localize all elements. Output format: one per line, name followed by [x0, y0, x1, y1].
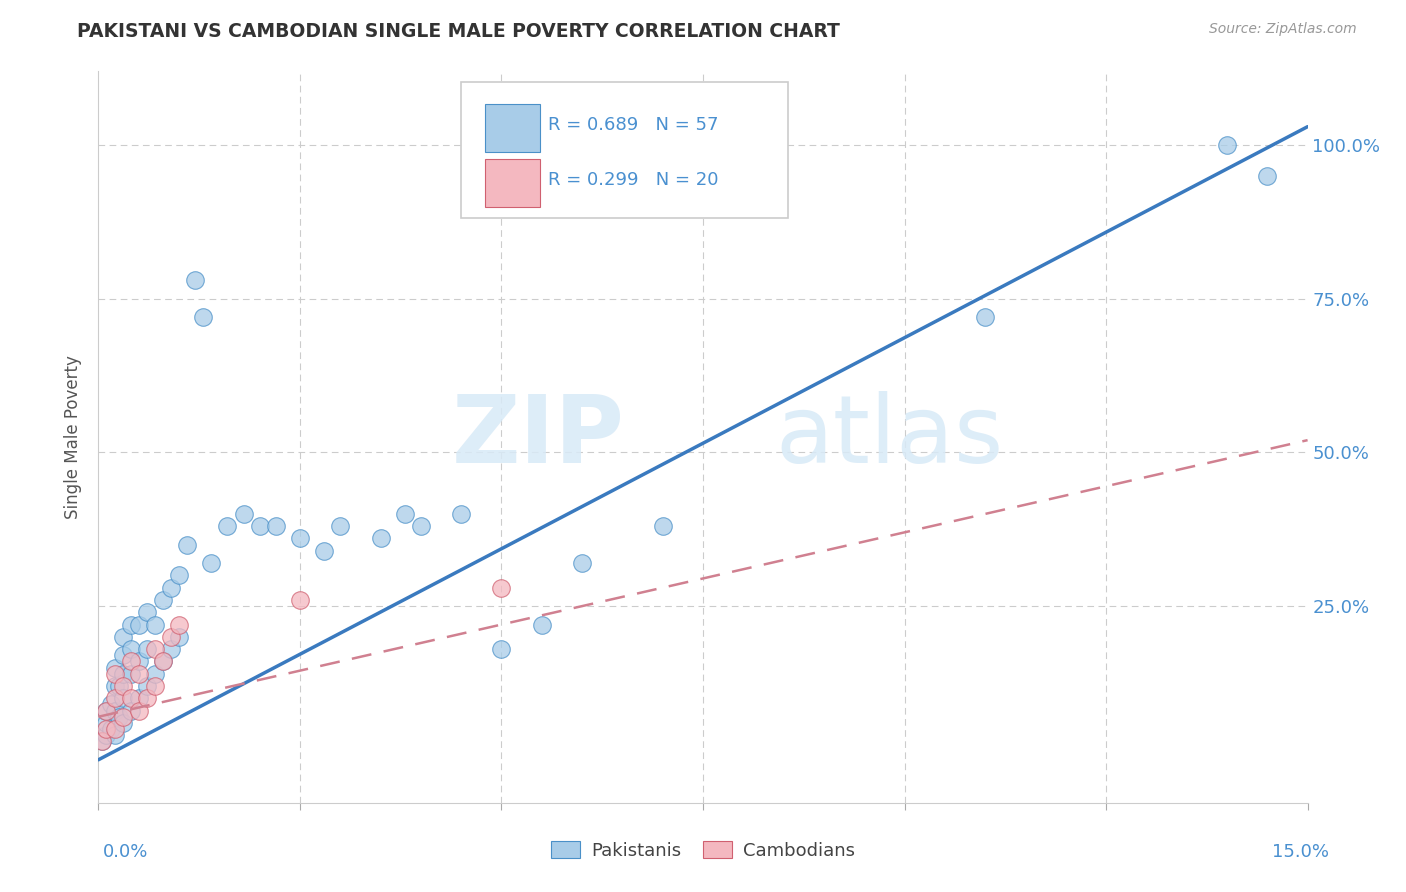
Point: [288, 532, 311, 546]
Point: [128, 691, 150, 706]
Point: [103, 666, 125, 681]
Y-axis label: Single Male Poverty: Single Male Poverty: [65, 355, 83, 519]
Point: [167, 617, 190, 632]
Point: [96, 715, 118, 730]
Point: [120, 655, 142, 669]
Point: [135, 679, 157, 693]
Point: [103, 704, 125, 718]
Point: [409, 519, 432, 533]
Text: PAKISTANI VS CAMBODIAN SINGLE MALE POVERTY CORRELATION CHART: PAKISTANI VS CAMBODIAN SINGLE MALE POVER…: [77, 22, 841, 41]
Point: [160, 642, 183, 657]
Point: [184, 273, 207, 287]
Point: [160, 581, 183, 595]
Point: [152, 655, 174, 669]
Point: [143, 679, 166, 693]
Point: [651, 519, 673, 533]
Point: [232, 507, 254, 521]
Point: [152, 593, 174, 607]
Point: [135, 691, 157, 706]
Point: [176, 538, 198, 552]
Point: [91, 734, 114, 748]
Point: [111, 630, 134, 644]
Point: [370, 532, 392, 546]
Point: [1256, 169, 1278, 183]
Point: [491, 642, 513, 657]
Point: [96, 722, 118, 736]
Point: [120, 666, 142, 681]
Point: [160, 630, 183, 644]
Point: [111, 666, 134, 681]
Point: [167, 630, 190, 644]
Point: [394, 507, 416, 521]
Point: [120, 642, 142, 657]
Point: [103, 728, 125, 742]
Point: [530, 617, 553, 632]
Point: [200, 556, 222, 570]
Point: [96, 704, 118, 718]
Point: [107, 679, 129, 693]
Point: [1216, 138, 1239, 153]
FancyBboxPatch shape: [485, 104, 540, 152]
Text: 0.0%: 0.0%: [103, 843, 148, 861]
Point: [491, 581, 513, 595]
Text: R = 0.299   N = 20: R = 0.299 N = 20: [548, 170, 718, 188]
Point: [128, 617, 150, 632]
Point: [329, 519, 352, 533]
Point: [152, 655, 174, 669]
FancyBboxPatch shape: [461, 82, 787, 218]
Point: [120, 691, 142, 706]
Point: [135, 642, 157, 657]
Point: [100, 722, 122, 736]
Point: [135, 605, 157, 619]
Text: ZIP: ZIP: [451, 391, 624, 483]
Point: [96, 728, 118, 742]
Point: [96, 704, 118, 718]
Point: [91, 734, 114, 748]
Point: [103, 722, 125, 736]
Point: [120, 617, 142, 632]
Point: [450, 507, 472, 521]
Point: [111, 715, 134, 730]
Point: [288, 593, 311, 607]
Point: [571, 556, 593, 570]
Point: [128, 666, 150, 681]
Point: [193, 310, 215, 325]
Point: [111, 679, 134, 693]
Point: [103, 679, 125, 693]
Text: Source: ZipAtlas.com: Source: ZipAtlas.com: [1209, 22, 1357, 37]
Point: [120, 704, 142, 718]
Point: [974, 310, 997, 325]
FancyBboxPatch shape: [485, 159, 540, 207]
Point: [143, 666, 166, 681]
Point: [107, 710, 129, 724]
Point: [143, 642, 166, 657]
Legend: Pakistanis, Cambodians: Pakistanis, Cambodians: [544, 834, 862, 867]
Point: [249, 519, 271, 533]
Point: [264, 519, 287, 533]
Point: [314, 543, 336, 558]
Point: [111, 691, 134, 706]
Point: [103, 691, 125, 706]
Point: [111, 710, 134, 724]
Point: [100, 698, 122, 712]
Point: [143, 617, 166, 632]
Point: [217, 519, 239, 533]
Point: [167, 568, 190, 582]
Text: 15.0%: 15.0%: [1271, 843, 1329, 861]
Point: [111, 648, 134, 663]
Point: [128, 704, 150, 718]
Point: [103, 660, 125, 674]
Text: R = 0.689   N = 57: R = 0.689 N = 57: [548, 116, 718, 134]
Text: atlas: atlas: [776, 391, 1004, 483]
Point: [128, 655, 150, 669]
